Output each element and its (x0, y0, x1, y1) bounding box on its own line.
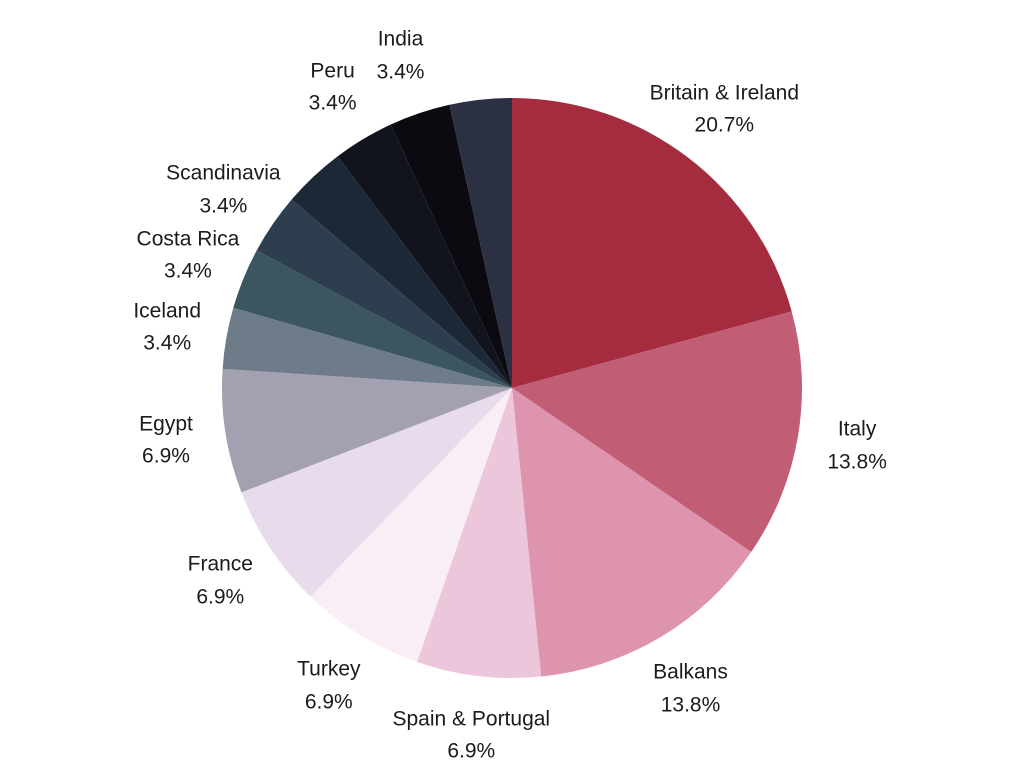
slice-label-name: Spain & Portugal (392, 707, 551, 731)
pie-slice-britain-ireland (512, 98, 792, 388)
slice-label-peru: Peru 3.4% (309, 55, 357, 120)
slice-label-turkey: Turkey 6.9% (297, 654, 360, 719)
slice-label-percent: 6.9% (447, 739, 496, 763)
slice-label-name: Iceland (133, 299, 202, 323)
slice-label-name: Egypt (139, 412, 193, 436)
slice-label-name: India (377, 27, 424, 51)
slice-label-name: Turkey (297, 657, 361, 681)
pie-slice-india (390, 104, 512, 388)
slice-label-name: Scandinavia (166, 161, 281, 185)
pie-slice-balkans (512, 388, 752, 677)
slice-label-egypt: Egypt 6.9% (139, 408, 193, 473)
slice-label-percent: 6.9% (304, 690, 353, 714)
slice-label-percent: 3.4% (143, 331, 192, 355)
slice-label-percent: 6.9% (196, 585, 245, 609)
slice-label-name: Italy (837, 417, 877, 441)
slice-label-name: Costa Rica (136, 227, 240, 251)
slice-label-percent: 3.4% (199, 194, 248, 217)
slice-label-percent: 13.8% (660, 693, 721, 717)
slice-label-name: Balkans (653, 660, 728, 684)
pie-slice-spain-portugal (417, 388, 542, 678)
slice-label-name: Britain & Ireland (649, 81, 800, 105)
pie-slice-unlabeled-13 (449, 98, 512, 388)
slice-label-name: France (187, 552, 253, 576)
pie-slice-turkey (310, 388, 512, 662)
slice-label-france: France 6.9% (188, 549, 253, 614)
slice-label-name: Peru (310, 58, 355, 82)
pie-slice-egypt (221, 368, 512, 493)
slice-label-percent: 3.4% (308, 91, 357, 115)
slice-label-percent: 3.4% (376, 60, 425, 84)
slice-label-percent: 20.7% (694, 113, 755, 137)
pie-slice-peru (337, 124, 512, 389)
slice-label-britain-ireland: Britain & Ireland 20.7% (650, 77, 799, 142)
slice-label-italy: Italy 13.8% (827, 414, 887, 479)
slice-label-costa-rica: Costa Rica 3.4% (137, 223, 240, 288)
pie-slice-costa-rica (233, 250, 512, 388)
slice-label-india: India 3.4% (377, 24, 425, 89)
pie-slice-iceland (222, 307, 512, 388)
pie-slice-italy (512, 311, 802, 553)
pie-slice-france (241, 388, 512, 597)
pie-slice-scandinavia (256, 199, 512, 388)
slice-label-spain-portugal: Spain & Portugal 6.9% (392, 703, 550, 768)
slice-label-percent: 6.9% (142, 444, 190, 468)
slice-label-iceland: Iceland 3.4% (133, 295, 201, 360)
pie-slice-unlabeled-10 (291, 156, 512, 388)
slice-label-balkans: Balkans 13.8% (653, 657, 728, 722)
slice-label-percent: 13.8% (827, 450, 887, 474)
slice-label-percent: 3.4% (163, 259, 212, 283)
slice-label-scandinavia: Scandinavia 3.4% (166, 157, 280, 222)
